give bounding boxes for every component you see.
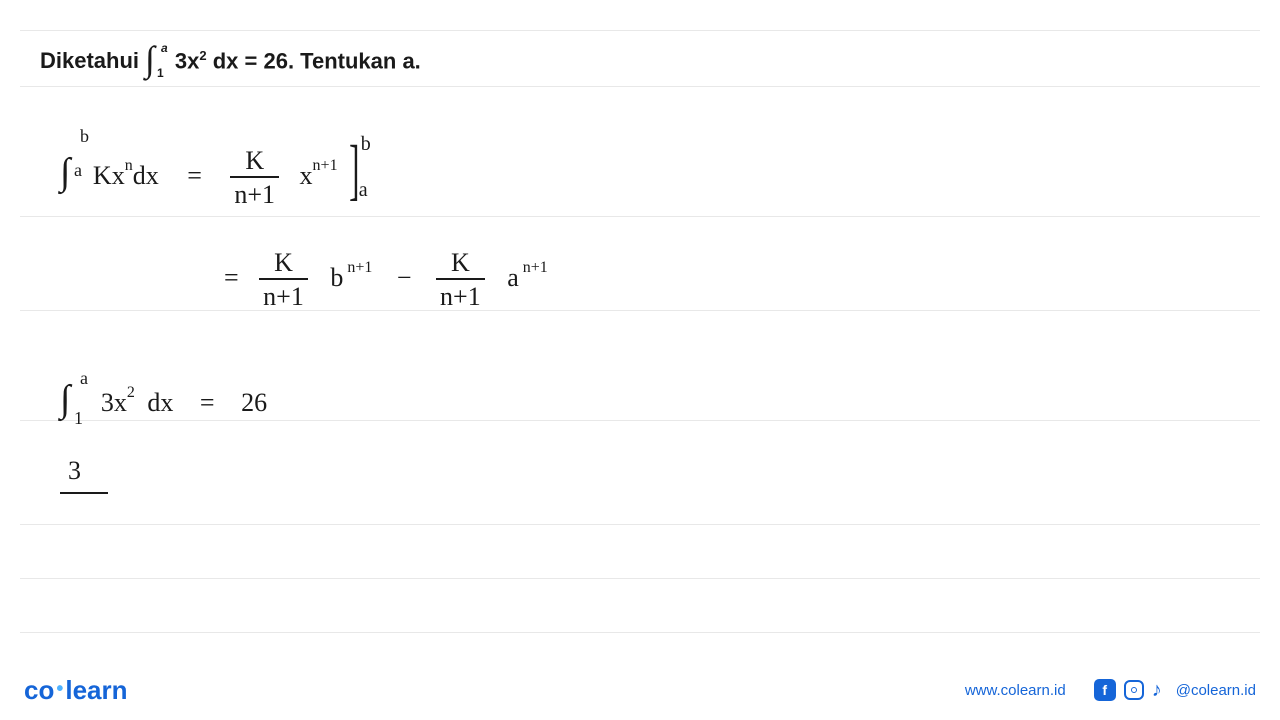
logo-co: co <box>24 675 54 705</box>
problem-statement: Diketahui ∫ a 1 3x2 dx = 26. Tentukan a. <box>40 48 421 74</box>
hw-l1-x: xn+1 <box>300 161 345 190</box>
brand-logo: co•learn <box>24 675 128 706</box>
hw-bracket-lower: a <box>359 179 368 202</box>
facebook-icon: f <box>1094 679 1116 701</box>
hw-bracket-upper: b <box>361 133 371 156</box>
notebook-lines <box>0 0 1280 720</box>
hw-integral-1: ∫ <box>60 157 70 187</box>
hw-l2-eq: = <box>224 263 239 292</box>
instagram-icon <box>1124 680 1144 700</box>
hw-l1-eq: = <box>187 161 202 190</box>
integral-upper: a <box>161 41 168 55</box>
problem-integrand: 3x2 dx = 26. Tentukan a. <box>175 48 421 74</box>
work-line-1: ∫ b a Kxndx = K n+1 xn+1 ] b a <box>60 140 365 208</box>
hw-int1-upper: b <box>80 126 89 147</box>
hw-l3-rhs: 26 <box>241 388 267 417</box>
problem-integral: ∫ a 1 <box>145 49 155 74</box>
hw-l3-eq: = <box>200 388 215 417</box>
logo-dot-icon: • <box>56 678 63 700</box>
work-line-2: = K n+1 bn+1 − K n+1 an+1 <box>224 250 548 310</box>
tiktok-icon: ♪ <box>1152 679 1162 702</box>
footer-url: www.colearn.id <box>965 682 1066 699</box>
hw-integral-3: ∫ <box>60 384 70 414</box>
hw-l3-integrand: 3x2 dx <box>101 388 180 417</box>
hw-l1-lhs: Kxndx <box>93 161 165 190</box>
integral-symbol: ∫ <box>145 47 155 72</box>
integral-lower: 1 <box>157 66 164 80</box>
hw-l1-frac: K n+1 <box>230 148 279 208</box>
hw-l2-a: an+1 <box>507 263 548 292</box>
hw-int3-lower: 1 <box>74 408 83 429</box>
hw-int1-lower: a <box>74 160 82 181</box>
hw-l2-frac1: K n+1 <box>259 250 308 310</box>
work-line-3: ∫ a 1 3x2 dx = 26 <box>60 384 267 418</box>
footer-social: f ♪ @colearn.id <box>1094 679 1256 702</box>
problem-label: Diketahui <box>40 48 139 74</box>
hw-l2-frac2: K n+1 <box>436 250 485 310</box>
footer: co•learn www.colearn.id f ♪ @colearn.id <box>0 660 1280 720</box>
logo-learn: learn <box>65 675 127 705</box>
hw-l4-top: 3 <box>68 456 81 485</box>
hw-int3-upper: a <box>80 368 88 389</box>
work-line-4: 3 <box>68 456 81 486</box>
hw-l2-b: bn+1 <box>330 263 379 292</box>
hw-l4-bar <box>60 492 108 494</box>
footer-handle: @colearn.id <box>1176 682 1256 699</box>
hw-l2-minus: − <box>397 263 412 292</box>
